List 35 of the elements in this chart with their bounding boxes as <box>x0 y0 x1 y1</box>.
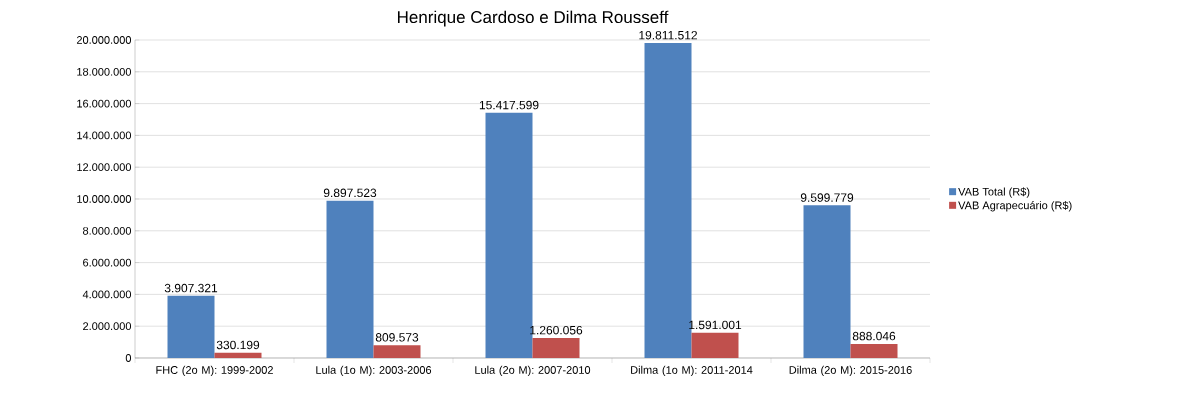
x-tick-label: Lula (1o M): 2003-2006 <box>316 365 432 377</box>
data-label: 3.907.321 <box>164 283 218 293</box>
y-tick-label: 16.000.000 <box>77 99 132 108</box>
legend-label: VAB Agrapecuário (R$) <box>958 201 1072 212</box>
bar <box>803 205 851 358</box>
y-tick-label: 6.000.000 <box>83 258 132 267</box>
bar <box>532 337 580 358</box>
y-tick-label: 20.000.000 <box>76 36 132 44</box>
chart-title: Henrique Cardoso e Dilma Rousseff <box>397 10 669 27</box>
y-tick-label: 18.000.000 <box>77 67 132 76</box>
data-label: 330.199 <box>216 340 260 350</box>
x-tick-label: Dilma (2o M): 2015-2016 <box>789 365 912 377</box>
y-tick-label: 4.000.000 <box>82 290 132 299</box>
y-tick-label: 14.000.000 <box>77 131 132 140</box>
y-tick-label: 0 <box>125 354 132 362</box>
x-tick-label: Lula (2o M): 2007-2010 <box>475 365 591 377</box>
y-tick-label: 2.000.000 <box>83 322 132 331</box>
data-label: 9.897.523 <box>323 188 377 198</box>
y-tick-label: 12.000.000 <box>77 163 132 172</box>
x-tick-label: FHC (2o M): 1999-2002 <box>156 365 273 377</box>
legend-label: VAB Total (R$) <box>958 187 1030 198</box>
x-tick-label: Dilma (1o M): 2011-2014 <box>631 365 753 377</box>
y-tick-label: 8.000.000 <box>83 226 132 235</box>
bar <box>214 352 262 358</box>
y-tick-label: 10.000.000 <box>77 195 132 203</box>
data-label: 15.417.599 <box>479 100 539 110</box>
data-label: 9.599.779 <box>800 193 854 202</box>
data-label: 888.046 <box>852 331 896 341</box>
bar <box>326 200 374 358</box>
bar <box>850 343 898 358</box>
data-label: 809.573 <box>375 333 419 342</box>
bar <box>691 332 739 358</box>
bar <box>373 345 421 358</box>
data-label: 19.811.512 <box>639 30 697 40</box>
bar <box>167 295 215 358</box>
